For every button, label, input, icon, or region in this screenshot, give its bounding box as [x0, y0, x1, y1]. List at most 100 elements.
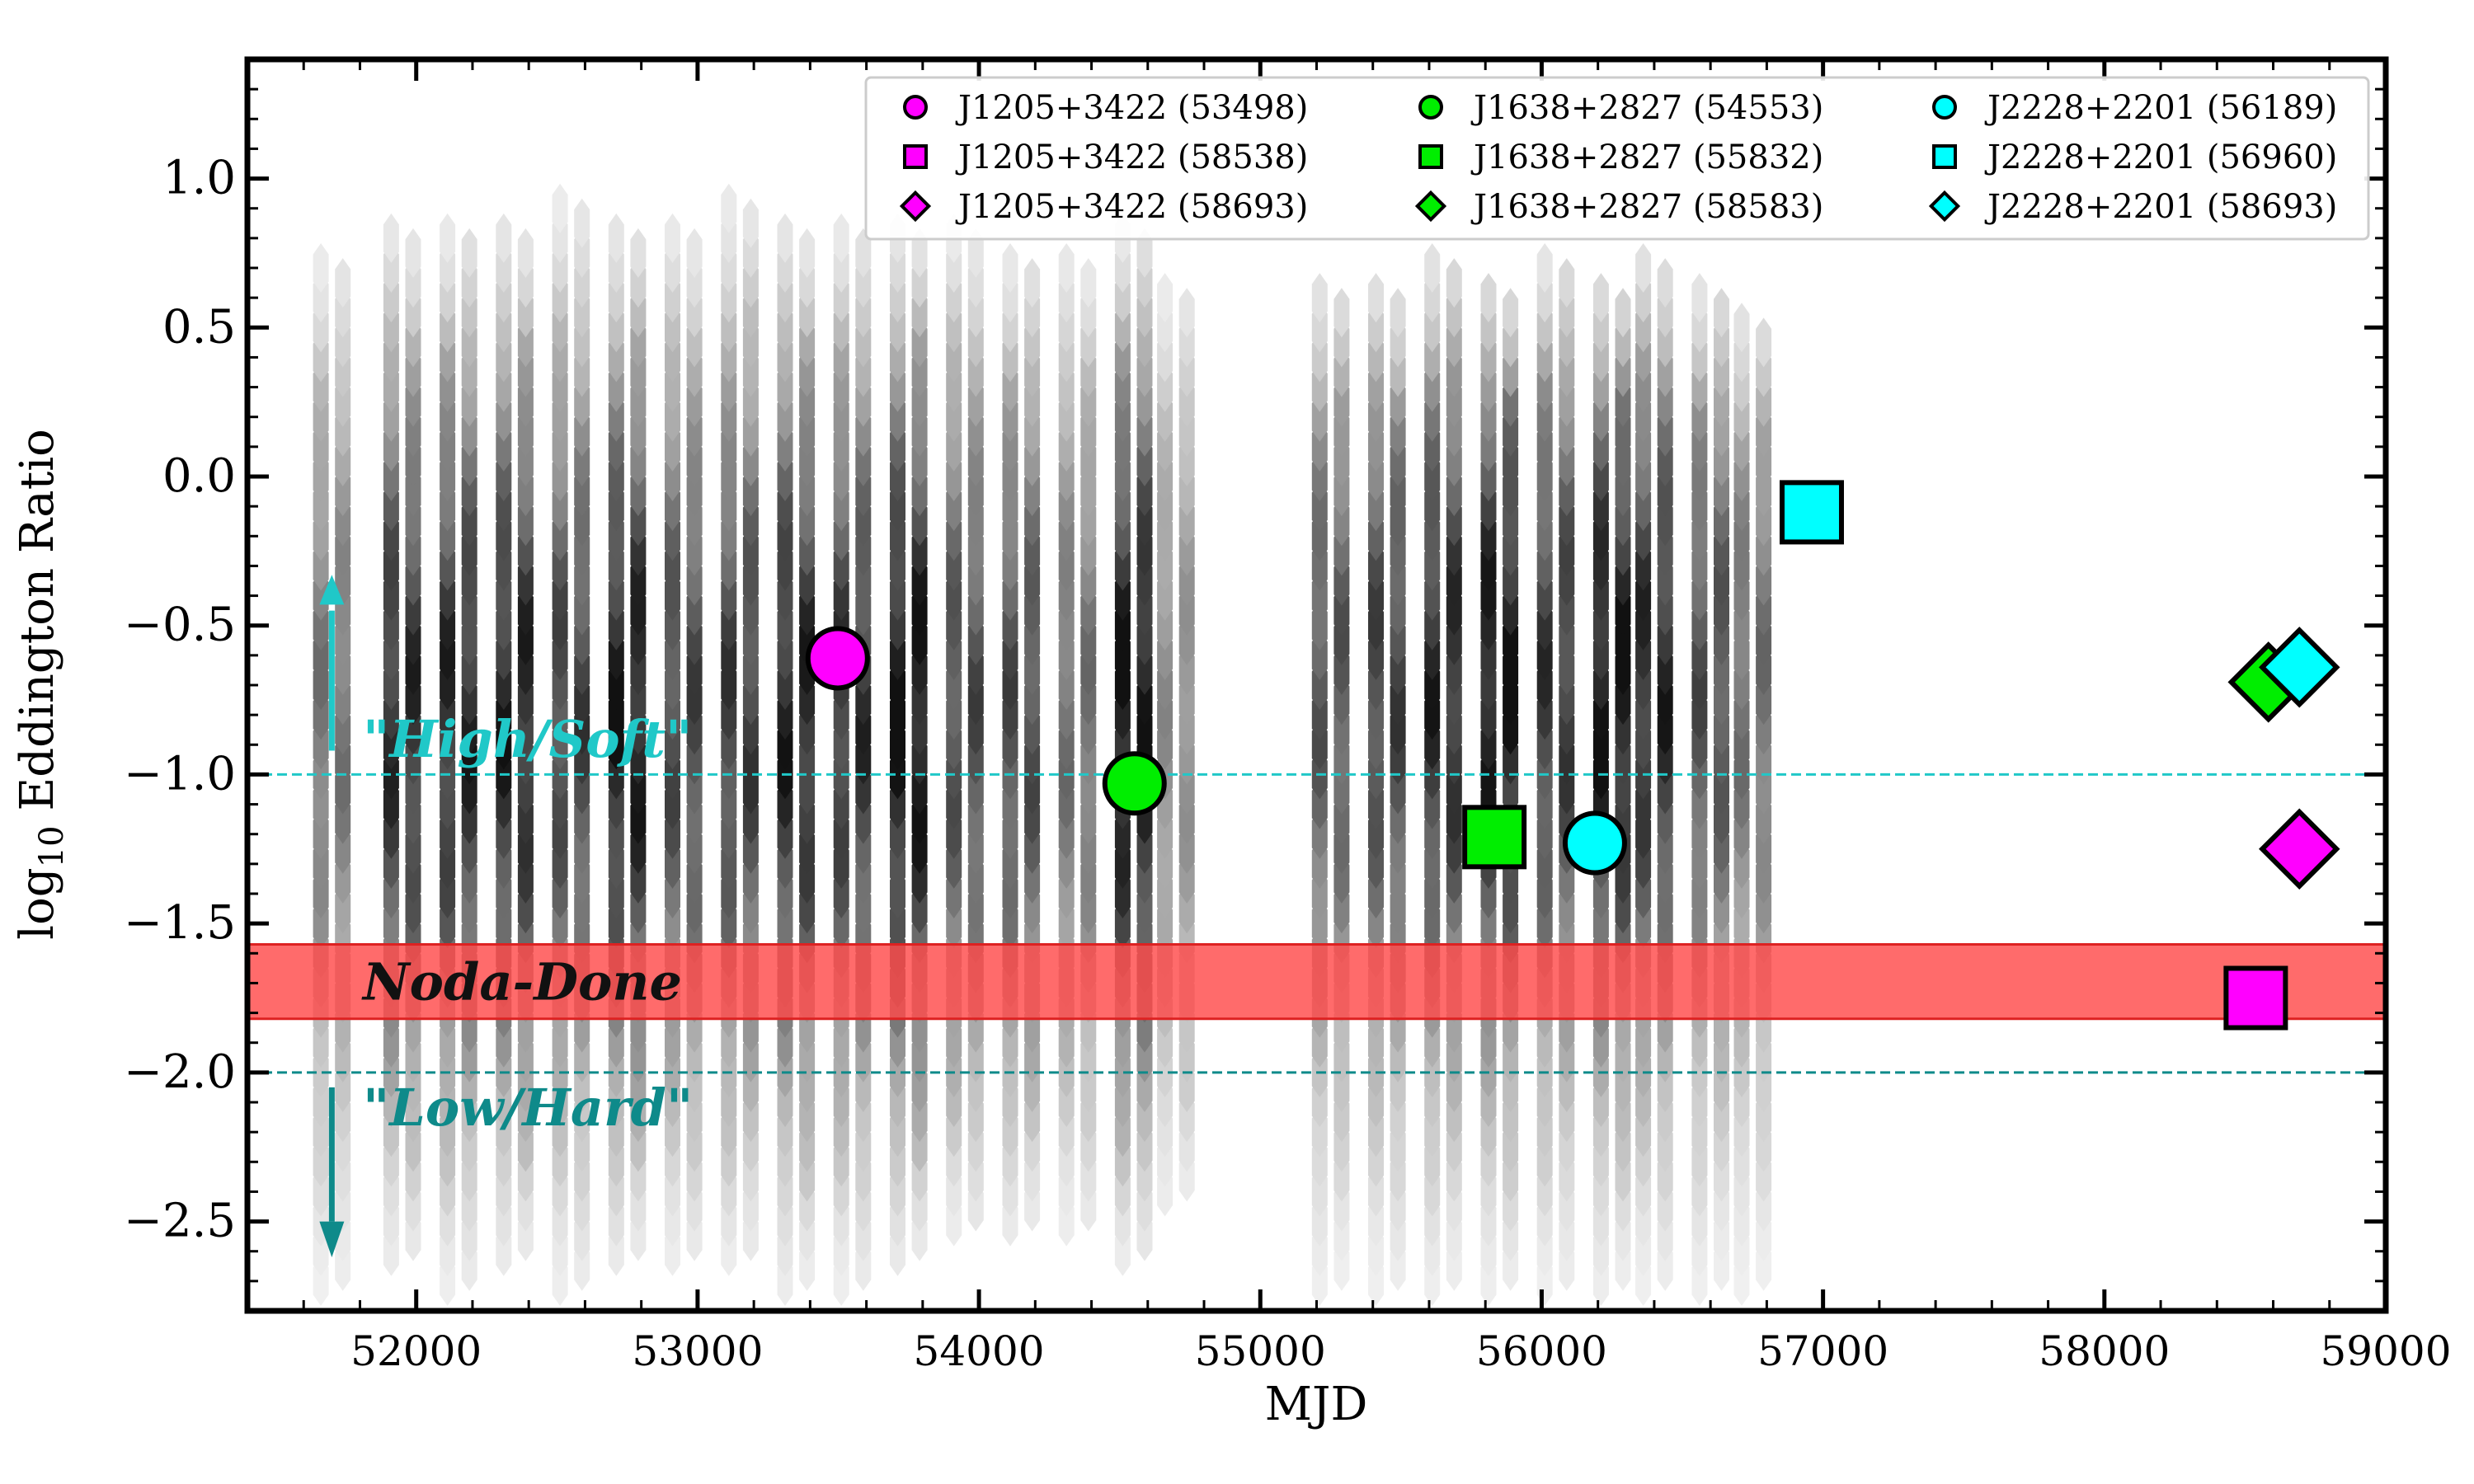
annotations: "High/Soft" "Low/Hard" Noda-Done — [319, 575, 693, 1257]
hexbin-cell — [777, 213, 793, 263]
legend-marker-square — [1932, 144, 1957, 169]
hexbin-cell — [855, 228, 872, 278]
x-tick-label: 56000 — [1476, 1327, 1607, 1375]
hexbin-cell — [1311, 273, 1328, 323]
plot-area — [247, 183, 2386, 1306]
hexbin-cell — [1480, 273, 1497, 323]
legend-marker-diamond — [899, 190, 932, 223]
hexbin-cell — [967, 228, 984, 278]
data-point-circle — [1102, 751, 1167, 816]
legend-marker-diamond — [1414, 190, 1447, 223]
y-tick-label: −1.5 — [124, 896, 236, 950]
hexbin-cell — [1691, 273, 1708, 323]
legend-entry-label: J1205+3422 (53498) — [955, 89, 1308, 127]
hexbin-cell — [833, 213, 849, 263]
y-tick-label: −2.5 — [124, 1195, 236, 1248]
x-axis: 52000 53000 54000 55000 56000 57000 58000 59000 — [246, 59, 2452, 1375]
data-point-square — [2223, 965, 2288, 1031]
hexbin-cell — [313, 243, 329, 293]
legend-marker-circle — [1418, 95, 1443, 120]
legend-entry-label: J1638+2827 (54553) — [1470, 89, 1823, 127]
low-hard-arrow-head — [319, 1221, 345, 1257]
hexbin-cell — [1536, 243, 1553, 293]
reference-lines — [247, 773, 2386, 1074]
hexbin-cell — [1136, 228, 1153, 278]
hexbin-cell — [1756, 317, 1772, 368]
x-tick-label: 59000 — [2320, 1327, 2451, 1375]
x-tick-label: 53000 — [632, 1327, 763, 1375]
hexbin-cell — [742, 198, 759, 248]
y-tick-label: 1.0 — [162, 152, 236, 205]
hexbin-cell — [911, 228, 928, 278]
hexbin-cell — [665, 213, 680, 263]
hexbin-cell — [517, 228, 534, 278]
hexbin-cell — [608, 213, 624, 263]
y-tick-label: −1.0 — [124, 747, 236, 801]
x-tick-label: 58000 — [2039, 1327, 2170, 1375]
hexbin-cell — [1733, 303, 1750, 353]
high-soft-arrow-head — [319, 575, 345, 605]
hexbin-cell — [630, 228, 647, 278]
legend-entry-label: J1205+3422 (58538) — [955, 139, 1308, 176]
hexbin-cell — [461, 228, 477, 278]
hexbin-cell — [1446, 258, 1462, 308]
y-axis-label-subscript: 10 — [33, 825, 71, 867]
hexbin-cell — [1615, 288, 1631, 338]
y-axis-label-log: log — [11, 867, 64, 939]
low-hard-label: "Low/Hard" — [363, 1078, 693, 1138]
y-tick-label: −0.5 — [124, 599, 236, 652]
data-point-square — [1779, 480, 1844, 545]
hexbin-density-background — [313, 183, 1772, 1306]
legend-entry-label: J2228+2201 (58693) — [1984, 188, 2337, 226]
hexbin-cell — [1333, 288, 1350, 338]
y-axis-label-text: Eddington Ratio — [11, 429, 64, 825]
x-axis-label: MJD — [1265, 1378, 1368, 1431]
data-point-diamond — [2259, 808, 2340, 890]
hexbin-cell — [1592, 273, 1609, 323]
legend-marker-circle — [903, 95, 928, 120]
hexbin-cell — [335, 258, 351, 308]
x-tick-label: 52000 — [350, 1327, 482, 1375]
hexbin-cell — [1178, 288, 1195, 338]
hexbin-cell — [1390, 288, 1406, 338]
hexbin-cell — [721, 183, 737, 233]
hexbin-cell — [552, 183, 568, 233]
x-tick-label: 54000 — [914, 1327, 1045, 1375]
x-tick-label: 55000 — [1195, 1327, 1326, 1375]
hexbin-cell — [574, 198, 590, 248]
hexbin-cell — [440, 213, 456, 263]
hexbin-cell — [405, 228, 421, 278]
hexbin-cell — [1559, 258, 1575, 308]
hexbin-cell — [1424, 243, 1441, 293]
hexbin-cell — [1635, 243, 1652, 293]
hexbin-cell — [1714, 288, 1729, 338]
hexbin-cell — [1157, 273, 1174, 323]
hexbin-cell — [1657, 258, 1673, 308]
legend: J1205+3422 (53498) J1205+3422 (58538) J120… — [864, 76, 2370, 241]
hexbin-cell — [686, 228, 703, 278]
data-point-circle — [805, 626, 870, 691]
hexbin-cell — [1002, 243, 1018, 293]
noda-done-label: Noda-Done — [361, 952, 682, 1012]
data-point-diamond — [2259, 627, 2340, 708]
legend-box — [864, 76, 2370, 241]
legend-entry-label: J2228+2201 (56189) — [1984, 89, 2337, 127]
hexbin-cell — [383, 213, 399, 263]
high-soft-label: "High/Soft" — [363, 709, 692, 769]
hexbin-cell — [1368, 273, 1384, 323]
data-markers — [805, 480, 2340, 1031]
legend-entry-label: J1205+3422 (58693) — [955, 188, 1308, 226]
hexbin-cell — [1024, 258, 1041, 308]
noda-done-band — [247, 944, 2386, 1019]
y-axis-label: log10 Eddington Ratio — [11, 429, 71, 940]
hexbin-cell — [1080, 258, 1097, 308]
data-point-square — [1462, 805, 1527, 870]
x-tick-label: 57000 — [1757, 1327, 1888, 1375]
data-point-circle — [1562, 810, 1627, 876]
y-tick-label: −2.0 — [124, 1045, 236, 1099]
y-tick-label: 0.0 — [162, 449, 236, 503]
legend-entry-label: J2228+2201 (56960) — [1984, 139, 2337, 176]
legend-marker-square — [903, 144, 928, 169]
hexbin-cell — [1058, 243, 1075, 293]
